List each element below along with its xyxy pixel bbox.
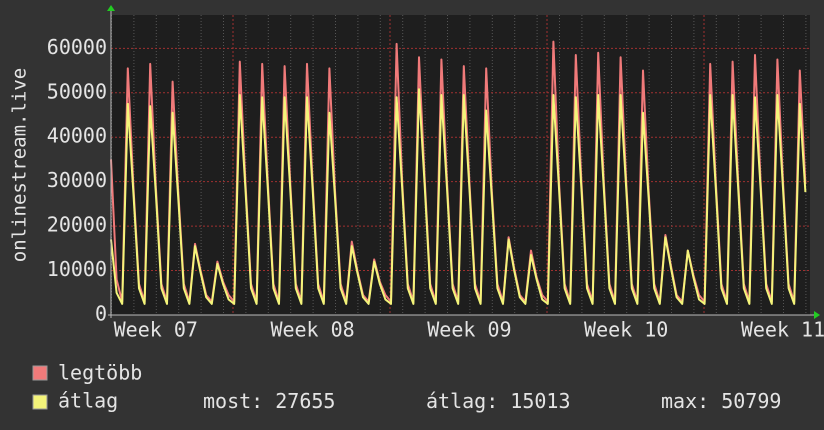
x-tick-label: Week 09 xyxy=(427,318,511,342)
y-axis-arrow xyxy=(107,5,115,11)
data-layer xyxy=(110,40,807,305)
x-tick-label: Week 07 xyxy=(114,318,198,342)
legend-swatch xyxy=(32,365,48,381)
y-tick-label: 0 xyxy=(95,302,107,326)
y-tick-label: 40000 xyxy=(47,124,107,148)
y-tick-label: 20000 xyxy=(47,213,107,237)
series-line xyxy=(110,88,807,305)
y-tick-label: 60000 xyxy=(47,35,107,59)
stat: most: 27655 xyxy=(203,389,335,413)
y-tick-label: 50000 xyxy=(47,79,107,103)
stat-value: 27655 xyxy=(275,389,335,413)
x-tick-label: Week 08 xyxy=(270,318,354,342)
stat-label: max: xyxy=(661,389,709,413)
legend-label: átlag xyxy=(58,389,118,413)
y-tick-label: 10000 xyxy=(47,257,107,281)
x-tick-label: Week 10 xyxy=(584,318,668,342)
x-tick-label: Week 11 xyxy=(741,318,824,342)
stat: átlag: 15013 xyxy=(426,389,571,413)
y-axis-title: onlinestream.live xyxy=(9,68,31,262)
stat-label: most: xyxy=(203,389,263,413)
stat: max: 50799 xyxy=(661,389,781,413)
stat-label: átlag: xyxy=(426,389,498,413)
stat-value: 50799 xyxy=(721,389,781,413)
x-axis-arrow xyxy=(814,311,820,319)
legend-swatch xyxy=(32,394,48,410)
stat-value: 15013 xyxy=(510,389,570,413)
y-tick-label: 30000 xyxy=(47,168,107,192)
legend-label: legtöbb xyxy=(58,361,142,385)
week-grid xyxy=(232,15,705,315)
